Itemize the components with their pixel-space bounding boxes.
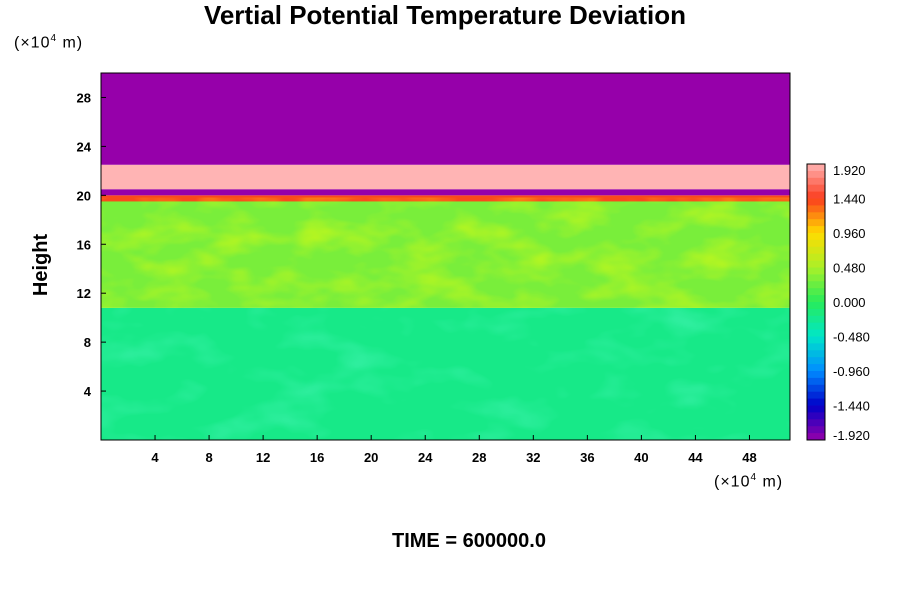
y-axis-unit: (×104 m) xyxy=(14,33,84,52)
colorbar-swatch xyxy=(807,426,825,434)
colorbar-frame xyxy=(806,163,826,441)
upper-turbulence-texture xyxy=(101,197,790,308)
y-tick-label: 20 xyxy=(77,188,91,203)
colorbar-swatch xyxy=(807,164,825,172)
colorbar-swatch xyxy=(807,170,825,179)
colorbar-tick-label: -0.960 xyxy=(833,364,870,379)
colorbar-tick-label: 1.920 xyxy=(833,163,866,178)
colorbar-swatch xyxy=(807,419,825,427)
colorbar-swatch xyxy=(807,226,825,234)
colorbar-swatch xyxy=(807,212,825,220)
colorbar-tick-label: -1.440 xyxy=(833,399,870,414)
colorbar-swatch xyxy=(807,364,825,372)
colorbar-swatch xyxy=(807,350,825,358)
x-axis-ticks: 4 8 12 16 20 24 28 32 36 40 44 48 xyxy=(151,435,757,465)
colorbar-swatch xyxy=(807,233,825,241)
colorbar-tick-label: -0.480 xyxy=(833,330,870,345)
y-tick-label: 4 xyxy=(84,384,92,399)
x-tick-label: 32 xyxy=(526,450,540,465)
colorbar-swatch xyxy=(807,219,825,227)
colorbar-swatch xyxy=(807,398,825,406)
x-axis-unit: (×104 m) xyxy=(714,472,784,491)
colorbar-tick-label: -1.920 xyxy=(833,428,870,443)
chart-title: Vertial Potential Temperature Deviation xyxy=(203,0,687,30)
colorbar-swatch xyxy=(807,239,825,248)
time-annotation: TIME = 600000.0 xyxy=(392,530,546,552)
colorbar-swatch xyxy=(807,391,825,400)
colorbar-tick-label: 1.440 xyxy=(833,192,866,207)
colorbar-swatch xyxy=(807,405,825,413)
x-tick-label: 40 xyxy=(634,450,648,465)
x-tick-label: 36 xyxy=(580,450,594,465)
colorbar-swatch xyxy=(807,198,825,206)
y-tick-label: 16 xyxy=(77,237,91,252)
y-axis-ticks: 4 8 12 16 20 24 28 xyxy=(77,90,106,399)
colorbar-swatch xyxy=(807,371,825,379)
y-tick-label: 12 xyxy=(77,286,91,301)
colorbar-swatch xyxy=(807,184,825,193)
x-tick-label: 48 xyxy=(742,450,756,465)
y-tick-label: 28 xyxy=(77,90,91,105)
x-tick-label: 4 xyxy=(151,450,159,465)
field-layer-5 xyxy=(101,73,790,165)
lower-turbulence-texture xyxy=(101,307,790,440)
y-tick-label: 24 xyxy=(77,139,92,154)
colorbar-swatch xyxy=(807,281,825,289)
colorbar-swatch xyxy=(807,267,825,275)
colorbar: 1.920 1.440 0.960 0.480 0.000 -0.480 -0.960 -1.… xyxy=(806,163,870,443)
colorbar-tick-label: 0.000 xyxy=(833,295,866,310)
colorbar-swatch xyxy=(807,177,825,186)
x-tick-label: 28 xyxy=(472,450,486,465)
colorbar-swatch xyxy=(807,253,825,262)
colorbar-swatch xyxy=(807,274,825,282)
colorbar-swatch xyxy=(807,329,825,337)
colorbar-swatch xyxy=(807,343,825,351)
y-tick-label: 8 xyxy=(84,335,91,350)
x-tick-label: 8 xyxy=(205,450,212,465)
colorbar-swatch xyxy=(807,336,825,344)
colorbar-swatch xyxy=(807,302,825,310)
colorbar-swatch xyxy=(807,377,825,386)
field-layer-4 xyxy=(101,164,790,190)
colorbar-swatch xyxy=(807,315,825,324)
colorbar-swatch xyxy=(807,246,825,255)
colorbar-swatch xyxy=(807,191,825,199)
colorbar-tick-label: 0.960 xyxy=(833,226,866,241)
plot-area xyxy=(101,73,790,440)
colorbar-swatch xyxy=(807,295,825,303)
x-tick-label: 16 xyxy=(310,450,324,465)
plot-frame xyxy=(100,72,791,441)
colorbar-swatch xyxy=(807,322,825,331)
colorbar-swatch xyxy=(807,308,825,317)
colorbar-swatch xyxy=(807,260,825,268)
colorbar-swatch xyxy=(807,357,825,365)
field-layer-3 xyxy=(101,189,790,196)
colorbar-swatch xyxy=(807,205,825,213)
colorbar-swatch xyxy=(807,433,825,441)
x-tick-label: 20 xyxy=(364,450,378,465)
x-tick-label: 44 xyxy=(688,450,703,465)
colorbar-swatch xyxy=(807,288,825,296)
colorbar-swatch xyxy=(807,412,825,420)
x-tick-label: 12 xyxy=(256,450,270,465)
colorbar-tick-label: 0.480 xyxy=(833,261,866,276)
colorbar-swatch xyxy=(807,384,825,393)
x-tick-label: 24 xyxy=(418,450,433,465)
